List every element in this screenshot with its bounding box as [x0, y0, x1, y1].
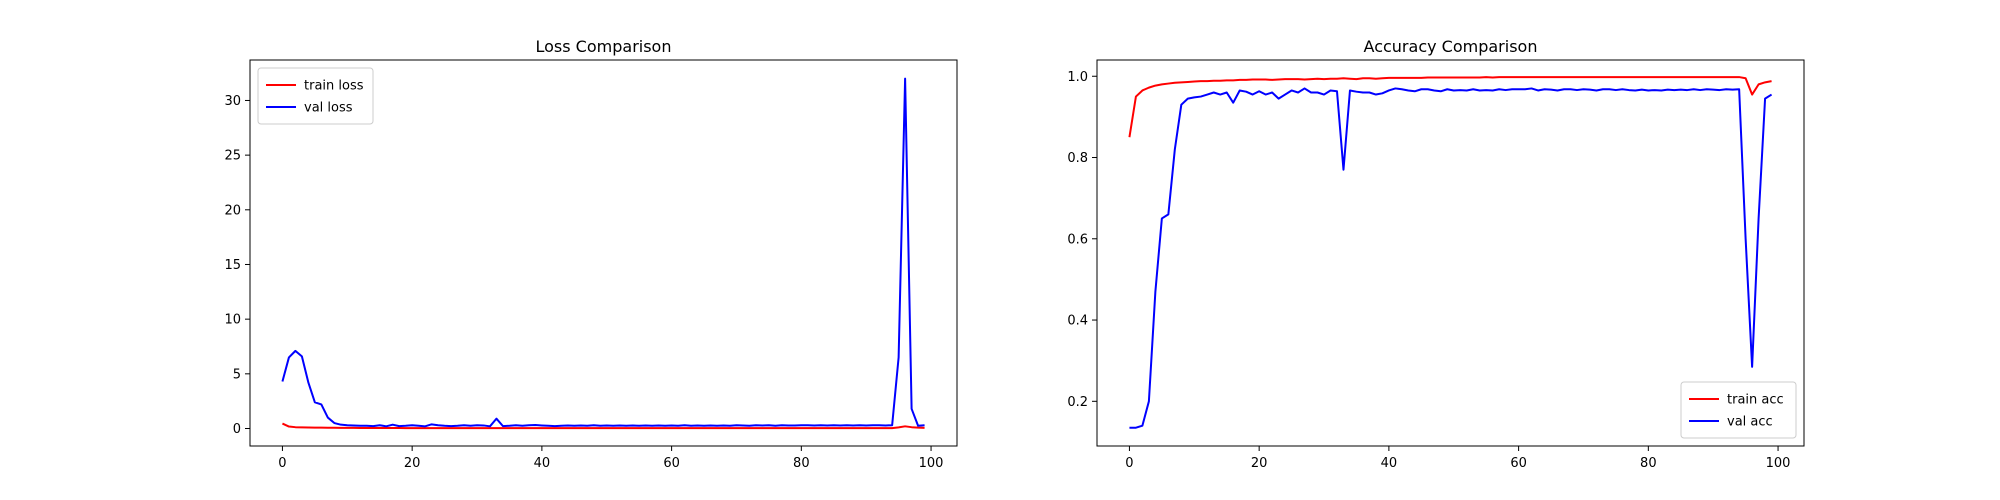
loss-x-tick-label-0: 0 [278, 456, 286, 471]
series-line-train-loss [282, 422, 925, 430]
accuracy-x-tick-label-20: 20 [1251, 456, 1268, 471]
loss-x-tick-label-40: 40 [534, 456, 551, 471]
accuracy-y-tick-label-0-2: 0.2 [1067, 395, 1088, 410]
loss-x-tick-label-60: 60 [663, 456, 680, 471]
accuracy-plot-area [1128, 76, 1773, 429]
loss-legend: train loss val loss [257, 67, 374, 125]
loss-x-tick-label-80: 80 [793, 456, 810, 471]
accuracy-x-tick-label-0: 0 [1125, 456, 1133, 471]
loss-chart: Loss Comparison 0 20 40 60 80 100 0 5 10 15 20 25 30… [224, 37, 958, 471]
accuracy-x-tick-label-100: 100 [1766, 456, 1791, 471]
accuracy-y-tick-label-1: 1.0 [1067, 70, 1088, 85]
loss-x-tick-label-20: 20 [404, 456, 421, 471]
accuracy-y-tick-label-0-4: 0.4 [1067, 314, 1088, 329]
accuracy-legend: train acc val acc [1680, 381, 1797, 439]
accuracy-axes: 0 20 40 60 80 100 0.2 0.4 0.6 0.8 1.0 [1067, 59, 1805, 471]
loss-axes-frame [249, 59, 958, 447]
legend-entry-train-acc: train acc [1689, 393, 1784, 408]
accuracy-chart-title: Accuracy Comparison [1364, 37, 1538, 56]
accuracy-legend-box [1680, 381, 1797, 439]
loss-axes: 0 20 40 60 80 100 0 5 10 15 20 25 30 [224, 59, 958, 471]
loss-y-tick-label-25: 25 [224, 149, 241, 164]
accuracy-x-tick-label-80: 80 [1640, 456, 1657, 471]
legend-label-train-acc: train acc [1727, 393, 1784, 408]
loss-y-tick-label-0: 0 [233, 422, 241, 437]
accuracy-axes-frame [1096, 59, 1805, 447]
accuracy-x-tick-label-40: 40 [1381, 456, 1398, 471]
loss-y-tick-label-5: 5 [233, 367, 241, 382]
legend-label-train-loss: train loss [304, 79, 364, 94]
loss-x-tick-label-100: 100 [919, 456, 944, 471]
loss-legend-box [257, 67, 374, 125]
legend-label-val-acc: val acc [1727, 415, 1773, 430]
loss-y-tick-label-20: 20 [224, 203, 241, 218]
accuracy-x-tick-label-60: 60 [1510, 456, 1527, 471]
legend-entry-train-loss: train loss [266, 79, 364, 94]
accuracy-chart: Accuracy Comparison 0 20 40 60 80 100 0.2 0.4 0.… [1067, 37, 1805, 471]
legend-entry-val-loss: val loss [266, 101, 353, 116]
series-line-val-loss [281, 77, 925, 428]
loss-y-tick-label-10: 10 [224, 313, 241, 328]
legend-entry-val-acc: val acc [1689, 415, 1773, 430]
loss-chart-title: Loss Comparison [536, 37, 672, 56]
loss-plot-area [281, 77, 925, 430]
series-line-val-acc [1129, 87, 1773, 429]
accuracy-y-tick-label-0-8: 0.8 [1067, 151, 1088, 166]
legend-label-val-loss: val loss [304, 101, 353, 116]
loss-y-tick-label-15: 15 [224, 258, 241, 273]
series-line-train-acc [1128, 76, 1772, 138]
loss-y-tick-label-30: 30 [224, 94, 241, 109]
accuracy-y-tick-label-0-6: 0.6 [1067, 232, 1088, 247]
